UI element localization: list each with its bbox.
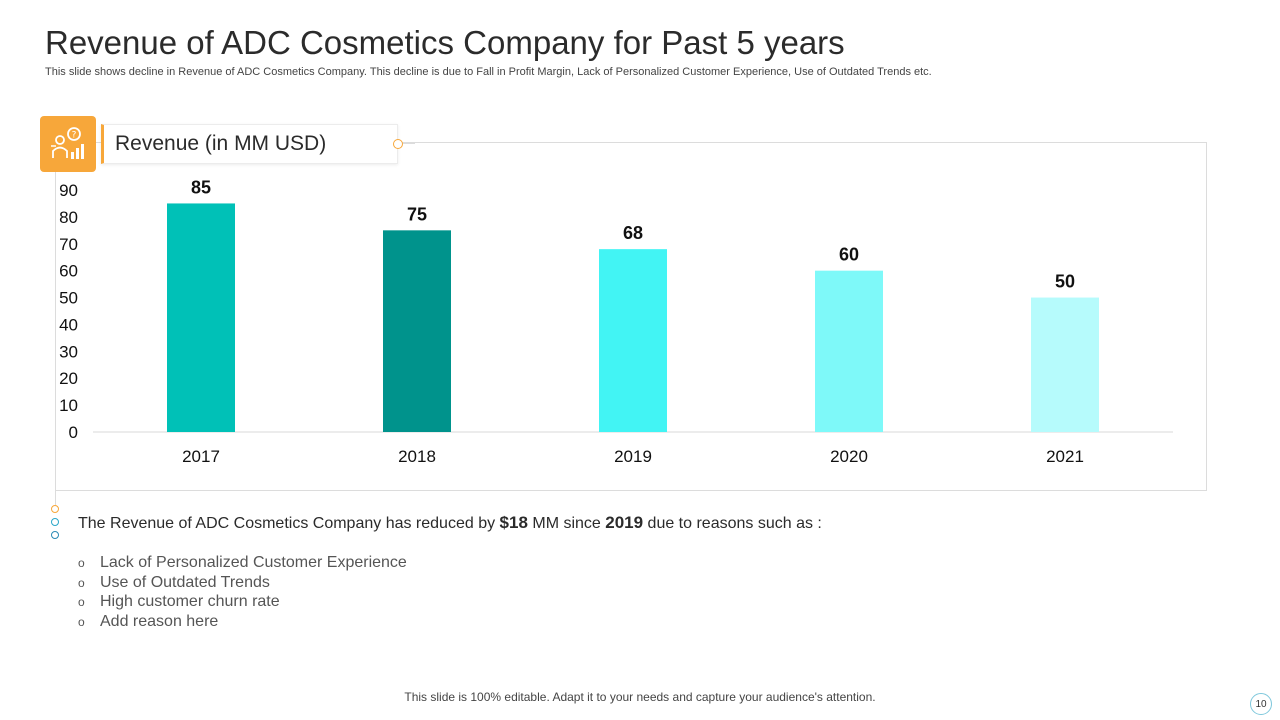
slide-subtitle: This slide shows decline in Revenue of A… xyxy=(45,66,932,78)
reason-text: Add reason here xyxy=(100,612,219,630)
bar-2017 xyxy=(167,203,235,432)
label-connector-line xyxy=(401,143,415,144)
y-tick-label: 30 xyxy=(59,342,78,361)
data-label-2021: 50 xyxy=(1055,272,1075,292)
list-item: o Lack of Personalized Customer Experienc… xyxy=(78,553,407,573)
list-item: o Add reason here xyxy=(78,612,407,632)
chart-frame xyxy=(55,142,1207,491)
bar-2018 xyxy=(383,230,451,432)
footer-note: This slide is 100% editable. Adapt it to… xyxy=(404,690,876,704)
x-tick-label-2018: 2018 xyxy=(398,447,436,466)
slide-title: Revenue of ADC Cosmetics Company for Pas… xyxy=(45,24,845,61)
summary-connector-line xyxy=(55,491,56,505)
svg-text:?: ? xyxy=(72,131,77,141)
y-tick-label: 90 xyxy=(59,181,78,200)
data-label-2018: 75 xyxy=(407,204,427,224)
revenue-icon: ? xyxy=(40,116,96,172)
y-tick-label: 10 xyxy=(59,396,78,415)
reason-text: High customer churn rate xyxy=(100,593,280,610)
data-label-2019: 68 xyxy=(623,223,643,243)
bullet-glyph: o xyxy=(78,614,85,629)
y-tick-label: 40 xyxy=(59,315,78,334)
growth-chart-icon: ? xyxy=(51,127,84,159)
bullet-glyph: o xyxy=(78,556,85,570)
y-tick-label: 60 xyxy=(59,262,78,281)
x-tick-label-2020: 2020 xyxy=(830,447,868,466)
y-tick-label: 0 xyxy=(69,423,78,442)
summary-dot-3 xyxy=(51,531,59,539)
y-tick-label: 20 xyxy=(59,369,78,388)
list-item: o Use of Outdated Trends xyxy=(78,573,407,593)
bullet-glyph: o xyxy=(78,575,85,590)
summary-year: 2019 xyxy=(605,513,644,532)
summary-mid: MM since xyxy=(527,515,606,532)
y-tick-label: 80 xyxy=(59,208,78,227)
summary-amount: $18 xyxy=(499,513,528,532)
reasons-list: o Lack of Personalized Customer Experienc… xyxy=(78,553,407,631)
x-tick-label-2017: 2017 xyxy=(182,447,220,466)
page-number: 10 xyxy=(1250,693,1272,715)
summary-text: The Revenue of ADC Cosmetics Company has… xyxy=(78,513,822,533)
reason-text: Lack of Personalized Customer Experience xyxy=(100,554,407,571)
summary-dot-1 xyxy=(51,505,59,513)
list-item: o High customer churn rate xyxy=(78,592,407,612)
x-tick-label-2021: 2021 xyxy=(1046,447,1084,466)
chart-label-text: Revenue (in MM USD) xyxy=(115,132,327,155)
reason-text: Use of Outdated Trends xyxy=(100,573,270,591)
summary-prefix: The Revenue of ADC Cosmetics Company has… xyxy=(78,515,500,532)
y-tick-label: 70 xyxy=(59,235,78,254)
bar-2020 xyxy=(815,270,883,432)
data-label-2017: 85 xyxy=(191,177,211,197)
bar-2019 xyxy=(599,249,667,432)
chart-label-box: Revenue (in MM USD) xyxy=(101,124,398,164)
bullet-glyph: o xyxy=(78,595,85,609)
summary-dots xyxy=(51,505,59,544)
bar-2021 xyxy=(1031,297,1099,432)
label-connector-dot xyxy=(393,139,403,149)
x-tick-label-2019: 2019 xyxy=(614,447,652,466)
y-tick-label: 50 xyxy=(59,289,78,308)
summary-dot-2 xyxy=(51,518,59,526)
data-label-2020: 60 xyxy=(839,245,859,265)
summary-suffix: due to reasons such as : xyxy=(643,515,822,532)
